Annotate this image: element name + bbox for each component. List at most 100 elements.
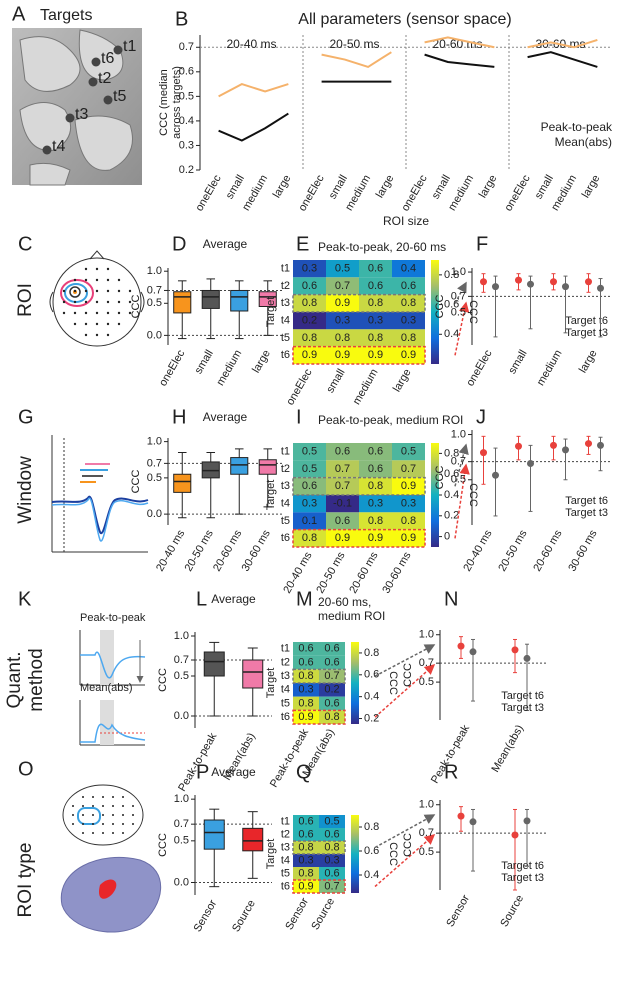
electrode — [95, 278, 99, 282]
cell-label: 0.8 — [401, 515, 416, 527]
electrode — [82, 832, 84, 834]
panel-letter: A — [12, 3, 26, 25]
y-tick-label: 1.0 — [147, 265, 162, 277]
heatmap-cell — [326, 346, 359, 364]
group-title: 20-60 ms — [432, 37, 482, 51]
colorbar-label: CCC — [467, 300, 479, 324]
heatmap-cell — [319, 867, 345, 880]
electrode — [106, 322, 110, 326]
cell-label: 0.6 — [298, 656, 313, 668]
y-tick-label: 1.0 — [174, 630, 189, 642]
heatmap-cell — [319, 854, 345, 867]
highlight-box — [292, 345, 426, 365]
dot — [585, 440, 592, 448]
group-title: 20-50 ms — [329, 37, 379, 51]
cell-label: 0.6 — [302, 480, 317, 492]
heatmap-cell — [293, 529, 326, 547]
heatmap-cell — [293, 696, 319, 711]
y-tick-label: 0.0 — [174, 876, 189, 888]
arrow — [374, 834, 436, 888]
cell-label: 0.6 — [324, 828, 339, 840]
colorbar-label: CCC — [387, 671, 399, 695]
electrode — [84, 322, 88, 326]
row-label: t2 — [281, 463, 290, 475]
series-line — [321, 51, 392, 69]
row-label: t4 — [281, 498, 290, 510]
row-label: t4 — [281, 854, 290, 866]
cell-label: 0.8 — [298, 841, 313, 853]
chart-title: Average — [203, 237, 248, 251]
panel-letter: F — [476, 233, 488, 255]
cell-label: 0.8 — [368, 515, 383, 527]
heatmap-cell — [319, 669, 345, 683]
dot — [457, 812, 465, 820]
electrode — [122, 796, 124, 798]
heatmap-cell — [293, 880, 319, 893]
colorbar — [431, 260, 439, 364]
cell-label: 0.6 — [335, 515, 350, 527]
electrode — [102, 832, 104, 834]
heatmap-cell — [392, 495, 425, 513]
panel-letter: G — [18, 406, 34, 428]
target-label: t6 — [101, 50, 114, 67]
panel-letter: O — [18, 758, 34, 780]
electrode — [102, 796, 104, 798]
cell-label: 0.8 — [324, 841, 339, 853]
electrode — [117, 300, 121, 304]
panel-letter: I — [296, 406, 302, 428]
panel-letter: C — [18, 233, 32, 255]
cell-label: 0.6 — [324, 867, 339, 879]
electrode — [92, 832, 94, 834]
dot — [480, 449, 487, 457]
x-tick-label: Sensor — [192, 898, 220, 934]
heatmap-cell — [392, 512, 425, 530]
cell-label: 0.9 — [298, 711, 313, 723]
y-tick-label: 0.7 — [451, 290, 466, 302]
y-axis-label: CCC — [402, 833, 414, 857]
cell-label: 0.3 — [324, 854, 339, 866]
cell-label: 0.6 — [324, 656, 339, 668]
chart-title: Average — [211, 765, 256, 779]
x-tick-label: Sensor — [444, 893, 472, 929]
highlight-box — [292, 668, 346, 684]
y-tick-label: 0.7 — [419, 827, 434, 839]
electrode — [102, 814, 104, 816]
y-tick-label: 1.0 — [419, 629, 434, 641]
row-label: t2 — [281, 828, 290, 840]
heatmap-cell — [319, 710, 345, 724]
target-label: t5 — [113, 88, 126, 105]
x-tick-label: small — [430, 173, 453, 201]
y-tick-label: 0.0 — [147, 508, 162, 520]
x-tick-label: small — [193, 348, 216, 376]
highlight-box — [292, 528, 426, 548]
colorbar — [351, 815, 359, 893]
cell-label: 0.8 — [368, 332, 383, 344]
cell-label: 0.2 — [324, 684, 339, 696]
cell-label: 0.9 — [335, 297, 350, 309]
electrode — [112, 814, 114, 816]
electrode — [92, 796, 94, 798]
heatmap-cell — [392, 260, 425, 278]
legend-label: Target t6 — [501, 690, 544, 702]
heatmap-cell — [319, 828, 345, 841]
cell-label: 0.9 — [335, 349, 350, 361]
colorbar-tick-label: 0.8 — [444, 269, 459, 281]
cell-label: 0.9 — [368, 532, 383, 544]
waveform-schematic — [51, 435, 149, 553]
heatmap-cell — [293, 277, 326, 295]
y-tick-label: 0.5 — [451, 474, 466, 486]
cell-label: 0.4 — [401, 263, 416, 275]
x-tick-label: 30-60 ms — [566, 528, 600, 574]
y-axis-label: CCC — [434, 295, 446, 319]
x-tick-label: large — [477, 173, 500, 200]
quantification-schematic — [79, 630, 146, 746]
x-tick-label: large — [580, 173, 603, 200]
cell-label: 0.2 — [302, 315, 317, 327]
arrow — [374, 664, 436, 718]
y-axis-label: across targets) — [171, 66, 183, 139]
cell-label: 0.6 — [324, 643, 339, 655]
cell-label: 0.9 — [401, 349, 416, 361]
panel-letter: N — [444, 588, 458, 610]
electrode — [112, 823, 114, 825]
cell-label: 0.9 — [302, 349, 317, 361]
